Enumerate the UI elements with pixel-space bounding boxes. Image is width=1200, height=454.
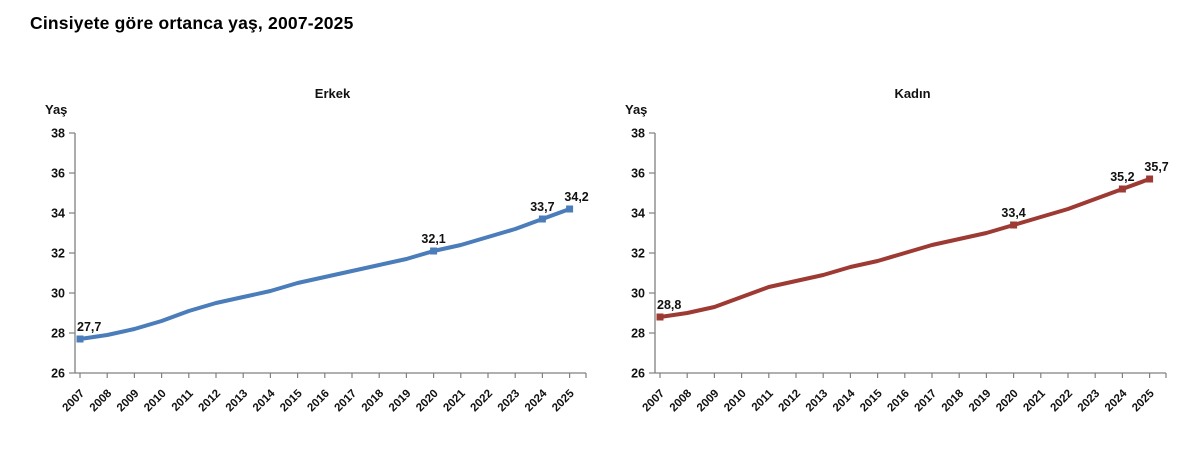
y-tick-label: 26 [51, 367, 65, 381]
page-title: Cinsiyete göre ortanca yaş, 2007-2025 [30, 13, 354, 33]
chart-kadin: Kadın Yaş 38 36 34 32 30 28 26 2007 2008 2009 2010… [580, 78, 1200, 453]
x-tick-label: 2018 [940, 387, 967, 414]
x-tick-label: 2020 [994, 388, 1021, 415]
y-axis-title: Yaş [625, 102, 648, 117]
y-tick-label: 38 [51, 127, 65, 141]
data-point-marker [430, 247, 438, 255]
y-axis-title: Yaş [45, 102, 68, 117]
x-tick-label: 2025 [550, 387, 577, 414]
x-tick-label: 2007 [641, 388, 668, 415]
x-tick-label: 2013 [224, 388, 251, 415]
x-tick-label: 2024 [1103, 387, 1130, 414]
y-tick-label: 34 [631, 207, 645, 221]
x-tick-label: 2017 [913, 388, 940, 415]
x-tick-label: 2019 [967, 388, 994, 415]
x-tick-label: 2018 [360, 387, 387, 414]
y-tick-label: 36 [51, 167, 65, 181]
y-tick-label: 36 [631, 167, 645, 181]
data-point-label: 35,7 [1144, 160, 1168, 174]
x-tick-label: 2011 [750, 387, 777, 414]
x-tick-label: 2014 [251, 387, 278, 414]
data-point-marker [656, 313, 664, 321]
x-tick-label: 2015 [278, 387, 305, 414]
chart-title-erkek: Erkek [314, 86, 351, 101]
x-tick-label: 2016 [305, 388, 332, 415]
data-point-marker [566, 205, 574, 213]
data-point-label: 27,7 [77, 320, 101, 334]
x-tick-label: 2012 [777, 388, 804, 415]
y-tick-label: 28 [51, 327, 65, 341]
y-tick-label: 30 [51, 287, 65, 301]
y-tick-label: 32 [631, 247, 645, 261]
y-tick-label: 30 [631, 287, 645, 301]
x-tick-label: 2010 [142, 388, 169, 415]
data-point-label: 33,7 [530, 200, 554, 214]
x-tick-label: 2022 [469, 388, 496, 415]
x-tick-label: 2014 [831, 387, 858, 414]
data-point-marker [1118, 185, 1126, 193]
x-tick-label: 2024 [523, 387, 550, 414]
data-point-label: 32,1 [421, 232, 445, 246]
y-tick-label: 26 [631, 367, 645, 381]
x-tick-label: 2016 [885, 388, 912, 415]
x-tick-label: 2023 [496, 388, 523, 415]
data-point-marker [1010, 221, 1018, 229]
x-tick-label: 2020 [414, 388, 441, 415]
erkek-line [78, 207, 572, 341]
x-tick-label: 2022 [1049, 388, 1076, 415]
x-tick-label: 2021 [1021, 387, 1048, 414]
y-tick-label: 32 [51, 247, 65, 261]
x-tick-label: 2009 [115, 388, 142, 415]
data-point-label: 28,8 [657, 298, 681, 312]
x-tick-label: 2013 [804, 388, 831, 415]
data-point-marker [76, 335, 84, 343]
x-tick-label: 2010 [722, 388, 749, 415]
data-point-label: 33,4 [1001, 206, 1025, 220]
x-tick-label: 2008 [88, 387, 115, 414]
x-tick-label: 2008 [668, 387, 695, 414]
y-tick-label: 38 [631, 127, 645, 141]
data-point-marker [538, 215, 546, 223]
x-tick-label: 2019 [387, 388, 414, 415]
x-tick-label: 2011 [170, 387, 197, 414]
chart-title-kadin: Kadın [894, 86, 931, 101]
x-tick-label: 2009 [695, 388, 722, 415]
y-tick-label: 34 [51, 207, 65, 221]
x-tick-label: 2025 [1130, 387, 1157, 414]
x-tick-label: 2023 [1076, 388, 1103, 415]
y-tick-label: 28 [631, 327, 645, 341]
kadın-line [658, 177, 1152, 319]
data-point-label: 35,2 [1110, 170, 1134, 184]
x-tick-label: 2015 [858, 387, 885, 414]
data-point-marker [1146, 175, 1154, 183]
x-tick-label: 2017 [333, 388, 360, 415]
chart-erkek: Erkek Yaş 38 36 34 32 30 28 26 2007 2008 2009 2010… [0, 78, 620, 453]
x-tick-label: 2007 [61, 388, 88, 415]
data-point-label: 34,2 [564, 190, 588, 204]
x-tick-label: 2021 [441, 387, 468, 414]
x-tick-label: 2012 [197, 388, 224, 415]
